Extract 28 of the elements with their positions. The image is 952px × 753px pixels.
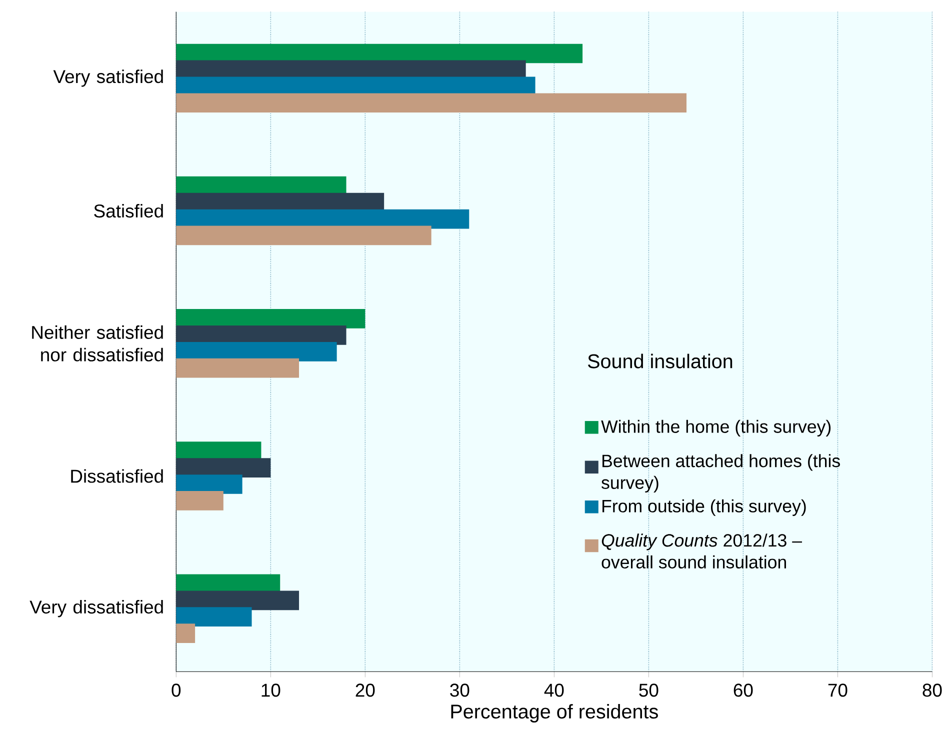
x-tick-label: 20 (356, 683, 375, 697)
x-tick-label: 70 (828, 683, 848, 697)
legend-label: Quality Counts 2012/13 – overall sound insulation (602, 533, 802, 568)
x-tick-label: 60 (734, 683, 753, 697)
y-tick-label: Very satisfied (53, 69, 163, 87)
y-tick-label: Neither satisfied nor dissatisfied (32, 325, 163, 362)
bar (176, 92, 686, 112)
x-tick-label: 50 (639, 683, 658, 697)
bar (176, 226, 432, 245)
bar (176, 606, 252, 626)
bar (176, 623, 196, 643)
legend-label: Between attached homes (this survey) (602, 454, 840, 492)
y-tick-label: Very dissatisfied (30, 600, 163, 618)
y-tick-label: Satisfied (94, 204, 163, 218)
x-tick-label: 30 (450, 683, 470, 697)
legend-label: Within the home (this survey) (601, 420, 831, 436)
x-tick-label: 80 (922, 683, 942, 697)
bar (176, 490, 224, 510)
bar (176, 358, 300, 378)
bar (176, 474, 242, 494)
x-axis-title: Percentage of residents (451, 704, 658, 722)
x-tick-label: 40 (544, 683, 564, 697)
legend-label: From outside (this survey) (602, 499, 806, 516)
bar (176, 590, 300, 610)
x-tick-label: 10 (262, 683, 280, 697)
legend-title: Sound insulation (588, 354, 732, 368)
x-tick-label: 0 (172, 683, 181, 697)
y-tick-label: Dissatisfied (71, 469, 163, 483)
